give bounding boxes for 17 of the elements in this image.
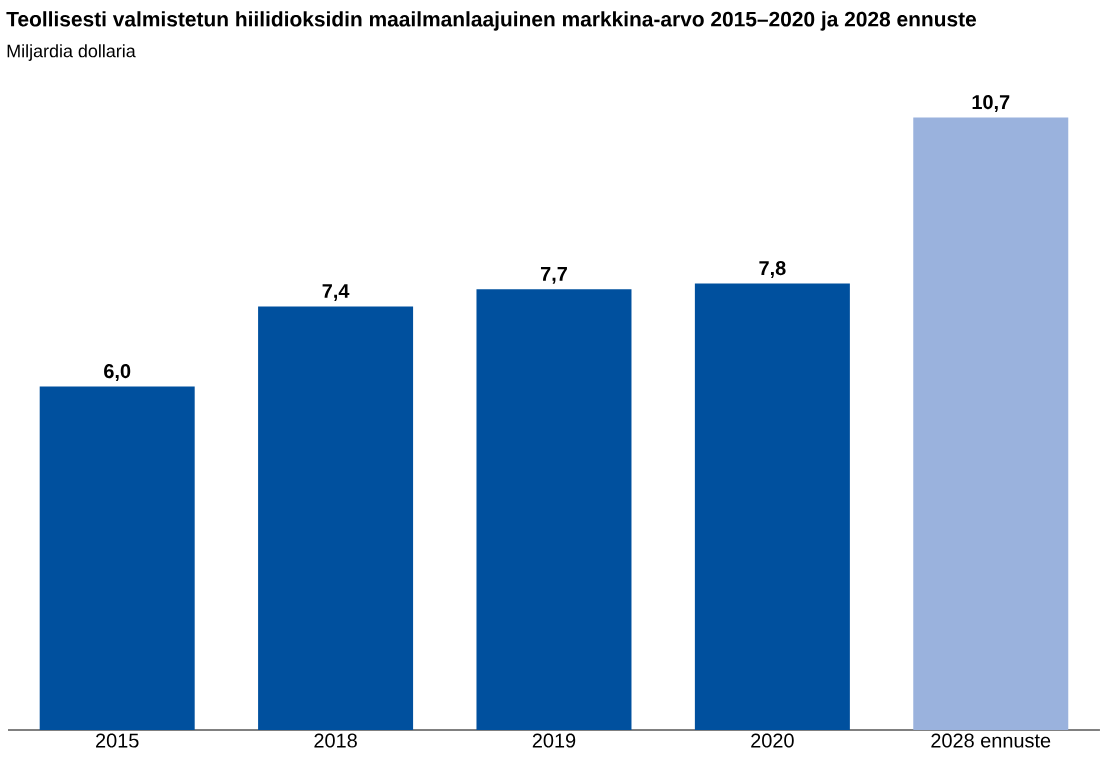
chart-subtitle: Miljardia dollaria [7, 44, 136, 61]
bar [258, 306, 414, 730]
bar [476, 289, 632, 730]
data-label: 6,0 [104, 364, 131, 382]
x-tick-label: 2015 [96, 733, 139, 748]
data-label: 7,4 [322, 284, 350, 301]
data-label: 10,7 [972, 95, 1010, 113]
bar [39, 386, 195, 730]
x-tick-label: 2019 [532, 733, 576, 748]
bar [913, 117, 1069, 730]
x-tick-label: 2028 ennuste [931, 733, 1051, 748]
x-tick-label: 2018 [314, 733, 357, 748]
data-label: 7,7 [540, 266, 567, 284]
x-tick-label: 2020 [751, 733, 794, 748]
data-label: 7,8 [759, 261, 786, 279]
bar [694, 283, 850, 730]
chart-title: Teollisesti valmistetun hiilidioksidin maailmanlaajuinen markkina-arvo 2015–2020 ja 2028 ennuste [6, 11, 977, 31]
